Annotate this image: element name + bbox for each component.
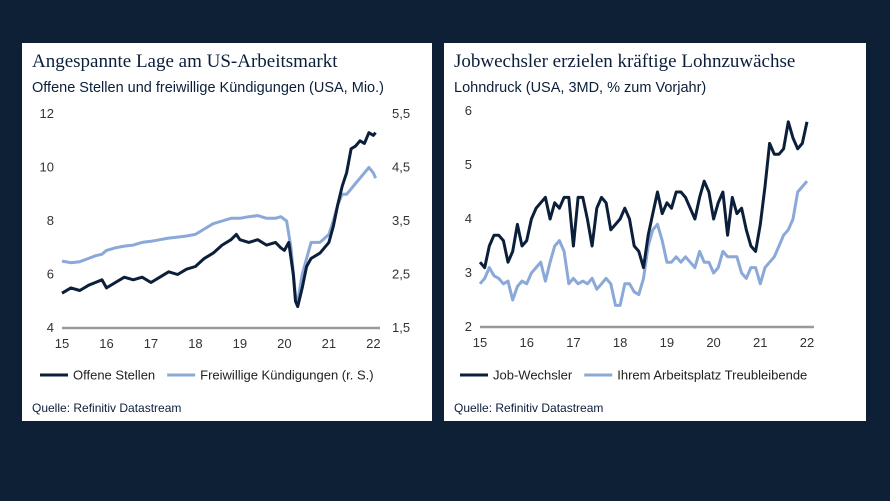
x-tick-label: 21 [753, 335, 767, 350]
x-tick-label: 19 [660, 335, 674, 350]
series-line-secondary [61, 166, 377, 303]
y-tick-label: 5 [465, 157, 472, 172]
y-tick-label: 10 [40, 160, 54, 175]
chart-source: Quelle: Refinitiv Datastream [32, 401, 182, 415]
y-tick-label-right: 3,5 [392, 213, 410, 228]
x-tick-label: 17 [144, 336, 158, 351]
y-tick-label: 4 [465, 211, 472, 226]
x-tick-label: 15 [473, 335, 487, 350]
legend-label: Job-Wechsler [493, 368, 573, 383]
series-line-primary [61, 131, 377, 309]
x-tick-label: 18 [188, 336, 202, 351]
x-tick-label: 20 [706, 335, 720, 350]
x-tick-label: 16 [99, 336, 113, 351]
x-tick-label: 18 [613, 335, 627, 350]
line-chart-labor-market: 4 6 8 10 12 1,5 2,5 3,5 4,5 5,5 15 16 17 18 19 20 21 22 Of… [40, 106, 411, 383]
series-line-primary [478, 120, 809, 270]
y-tick-label: 6 [47, 267, 54, 282]
y-tick-label-right: 1,5 [392, 320, 410, 335]
series-line-secondary [478, 180, 809, 307]
x-tick-label: 21 [322, 336, 336, 351]
x-tick-label: 16 [519, 335, 533, 350]
y-tick-label: 8 [47, 213, 54, 228]
x-tick-label: 22 [800, 335, 814, 350]
legend-label: Ihrem Arbeitsplatz Treubleibende [617, 368, 807, 383]
y-tick-label-right: 4,5 [392, 160, 410, 175]
chart-title: Angespannte Lage am US-Arbeitsmarkt [32, 51, 338, 72]
y-tick-label-right: 5,5 [392, 106, 410, 121]
y-tick-label-right: 2,5 [392, 267, 410, 282]
x-tick-label: 17 [566, 335, 580, 350]
x-tick-label: 19 [233, 336, 247, 351]
y-tick-label: 6 [465, 103, 472, 118]
x-tick-label: 15 [55, 336, 69, 351]
x-tick-label: 22 [366, 336, 380, 351]
chart-panel-labor-market: Angespannte Lage am US-Arbeitsmarkt Offe… [22, 43, 432, 421]
y-tick-label: 2 [465, 319, 472, 334]
legend-label: Freiwillige Kündigungen (r. S.) [200, 368, 373, 383]
chart-title: Jobwechsler erzielen kräftige Lohnzuwäch… [454, 51, 796, 72]
x-tick-label: 20 [277, 336, 291, 351]
chart-panel-wage-growth: Jobwechsler erzielen kräftige Lohnzuwäch… [444, 43, 866, 421]
y-tick-label: 12 [40, 106, 54, 121]
chart-source: Quelle: Refinitiv Datastream [454, 401, 604, 415]
chart-subtitle: Lohndruck (USA, 3MD, % zum Vorjahr) [454, 80, 707, 96]
chart-subtitle: Offene Stellen und freiwillige Kündigung… [32, 80, 384, 96]
line-chart-wage-growth: 2 3 4 5 6 15 16 17 18 19 20 21 22 Job-Wechsler Ihrem A… [460, 103, 814, 383]
y-tick-label: 3 [465, 265, 472, 280]
y-tick-label: 4 [47, 320, 54, 335]
legend-label: Offene Stellen [73, 368, 155, 383]
